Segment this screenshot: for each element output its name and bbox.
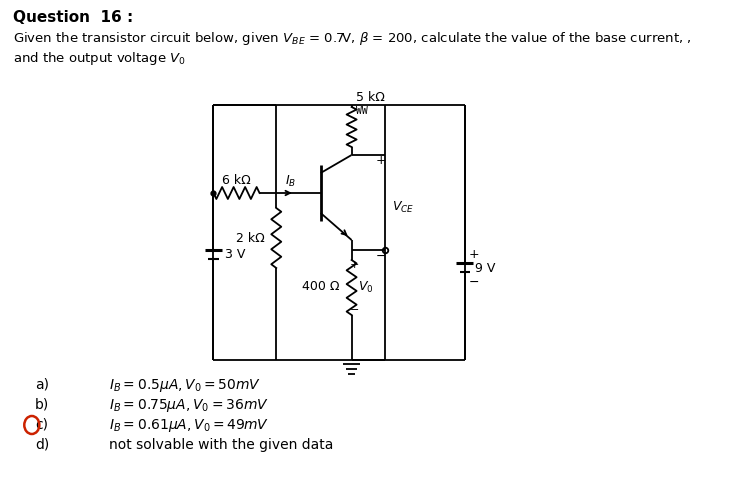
Text: Question  16 :: Question 16 : — [13, 10, 132, 25]
Text: $I_B = 0.61\mu A, V_0 = 49mV$: $I_B = 0.61\mu A, V_0 = 49mV$ — [109, 417, 269, 433]
Text: b): b) — [35, 398, 49, 412]
Text: 6 kΩ: 6 kΩ — [222, 173, 250, 186]
Text: 9 V: 9 V — [475, 262, 495, 274]
Text: c): c) — [35, 418, 48, 432]
Text: $I_B = 0.75\mu A, V_0 = 36mV$: $I_B = 0.75\mu A, V_0 = 36mV$ — [109, 397, 269, 413]
Text: d): d) — [35, 438, 49, 452]
Text: −: − — [375, 250, 386, 262]
Text: $I_B$: $I_B$ — [285, 173, 296, 189]
Text: −: − — [469, 275, 479, 288]
Text: WW: WW — [355, 106, 367, 116]
Text: 400 Ω: 400 Ω — [302, 281, 340, 294]
Text: +: + — [375, 153, 386, 167]
Text: 3 V: 3 V — [225, 249, 246, 262]
Text: a): a) — [35, 378, 49, 392]
Text: −: − — [350, 305, 360, 315]
Text: $I_B = 0.5\mu A, V_0 = 50mV$: $I_B = 0.5\mu A, V_0 = 50mV$ — [109, 376, 261, 394]
Text: $V_0$: $V_0$ — [358, 279, 374, 295]
Text: and the output voltage $V_0$: and the output voltage $V_0$ — [13, 50, 185, 67]
Text: 5 kΩ: 5 kΩ — [355, 91, 385, 103]
Text: +: + — [469, 248, 479, 261]
Text: 2 kΩ: 2 kΩ — [236, 231, 264, 244]
Text: not solvable with the given data: not solvable with the given data — [109, 438, 333, 452]
Text: +: + — [350, 260, 360, 270]
Text: Given the transistor circuit below, given $V_{BE}$ = 0.7V, $\beta$ = 200, calcul: Given the transistor circuit below, give… — [13, 30, 691, 47]
Text: $V_{CE}$: $V_{CE}$ — [392, 199, 414, 215]
